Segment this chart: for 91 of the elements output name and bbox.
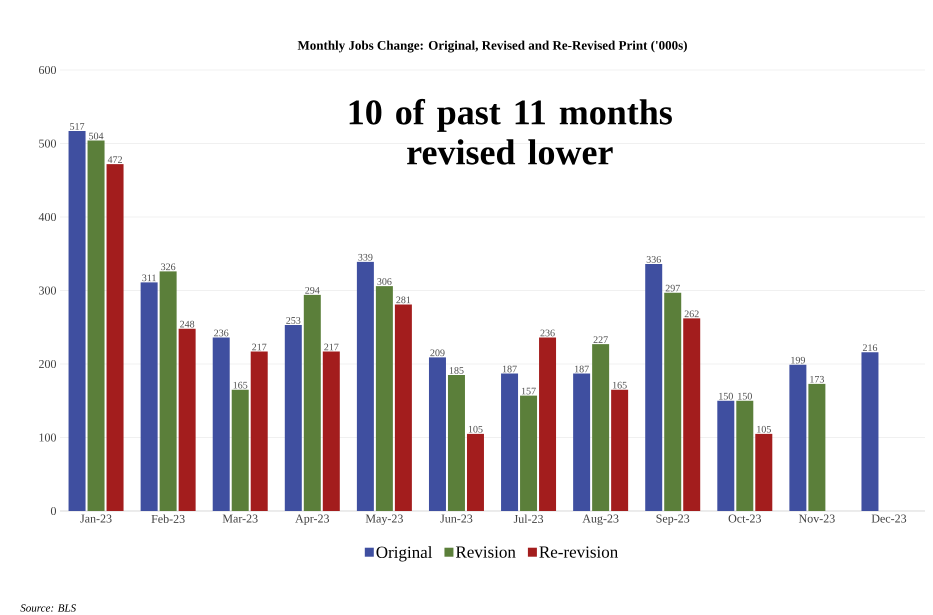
bar — [68, 130, 86, 511]
data-label: 216 — [862, 344, 878, 351]
data-label: 236 — [540, 330, 555, 336]
data-label: 227 — [594, 336, 608, 343]
bar — [755, 434, 772, 511]
data-label: 187 — [575, 366, 589, 372]
data-label: 504 — [89, 132, 104, 140]
bar — [140, 282, 158, 511]
bar — [592, 344, 610, 511]
x-tick-label: Jul-23 — [514, 514, 544, 523]
data-label: 209 — [430, 349, 445, 356]
bar — [736, 400, 754, 511]
bar — [664, 292, 682, 511]
bar — [178, 328, 196, 511]
bar — [789, 364, 806, 511]
bar — [861, 352, 878, 511]
bar — [160, 271, 177, 511]
bar — [88, 140, 105, 511]
data-label: 472 — [108, 156, 122, 163]
y-tick-label: 200 — [39, 360, 56, 368]
bar — [212, 338, 230, 511]
legend-label: Revision — [456, 546, 516, 558]
data-label: 217 — [252, 344, 266, 350]
bar — [232, 390, 249, 511]
bar — [448, 374, 465, 511]
data-label: 311 — [142, 274, 156, 282]
bar — [520, 396, 538, 511]
x-tick-label: Oct-23 — [728, 514, 761, 523]
x-tick-label: Apr-23 — [295, 514, 330, 525]
data-label: 165 — [613, 382, 627, 388]
legend-label: Re-revision — [539, 546, 618, 558]
bar — [808, 384, 826, 511]
data-label: 173 — [810, 376, 824, 383]
data-label: 165 — [234, 382, 248, 388]
x-tick-label: Nov-23 — [798, 514, 835, 523]
x-tick-label: Sep-23 — [656, 514, 690, 525]
bar — [428, 357, 446, 511]
data-label: 157 — [522, 388, 536, 394]
bar — [376, 286, 393, 511]
data-label: 262 — [684, 310, 699, 318]
x-tick-label: May-23 — [366, 514, 403, 526]
bar — [501, 374, 518, 511]
data-label: 281 — [396, 296, 410, 304]
bar — [539, 338, 556, 511]
bar — [573, 374, 590, 511]
data-label: 517 — [70, 123, 84, 130]
x-tick-label: Jun-23 — [440, 514, 472, 523]
data-label: 306 — [377, 278, 392, 285]
bar — [683, 318, 700, 511]
data-label: 326 — [161, 263, 176, 270]
data-label: 294 — [305, 286, 320, 294]
y-tick-label: 500 — [39, 139, 56, 148]
y-tick-label: 100 — [40, 433, 56, 442]
bar — [250, 351, 268, 511]
y-tick-label: 400 — [38, 212, 56, 222]
bar — [322, 351, 340, 511]
bar — [356, 262, 374, 511]
data-label: 150 — [738, 392, 752, 400]
x-tick-label: Mar-23 — [222, 514, 258, 523]
data-label: 105 — [757, 426, 771, 433]
bar — [717, 400, 734, 511]
chart-title: Monthly Jobs Change: Original, Revised and Re-Revised Print ('000s) — [298, 40, 687, 52]
data-label: 336 — [646, 256, 661, 263]
data-label: 185 — [450, 367, 464, 374]
x-tick-label: Jan-23 — [80, 514, 112, 523]
annotation: 10 of past 11 months revised lower — [350, 98, 672, 165]
data-label: 248 — [180, 320, 194, 328]
x-tick-label: Aug-23 — [582, 514, 618, 526]
bar — [645, 264, 662, 511]
data-label: 150 — [719, 392, 733, 400]
bar — [304, 294, 321, 511]
bar — [106, 164, 124, 511]
bar — [466, 434, 484, 511]
bar — [394, 304, 412, 511]
bar — [284, 325, 302, 511]
y-tick-label: 300 — [39, 286, 56, 295]
legend-label: Original — [376, 546, 432, 562]
data-label: 199 — [791, 356, 805, 364]
x-tick-label: Feb-23 — [151, 514, 185, 523]
data-label: 236 — [214, 330, 228, 336]
data-label: 297 — [666, 284, 680, 292]
data-label: 187 — [502, 366, 517, 372]
data-label: 217 — [324, 344, 339, 350]
y-tick-label: 600 — [38, 66, 56, 74]
bar — [611, 390, 628, 511]
y-tick-label: 0 — [50, 506, 56, 516]
data-label: 253 — [286, 317, 300, 324]
data-label: 339 — [358, 254, 372, 261]
data-label: 105 — [468, 426, 483, 433]
x-tick-label: Dec-23 — [872, 514, 906, 523]
source-note: Source: BLS — [20, 604, 76, 612]
